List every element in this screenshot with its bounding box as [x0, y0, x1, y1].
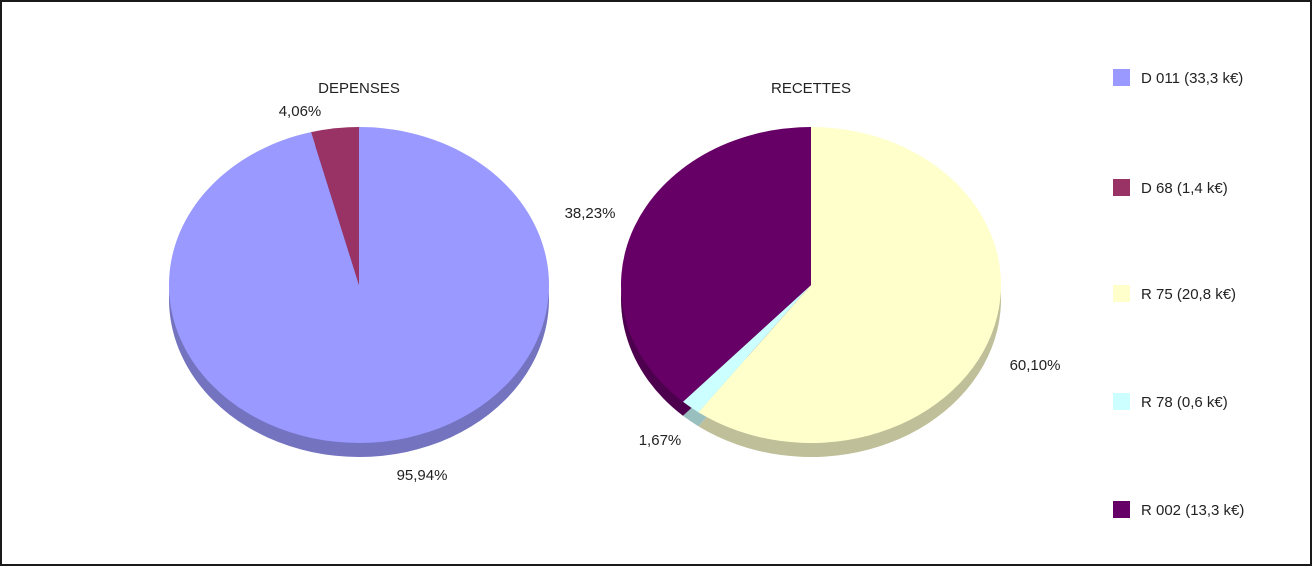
- legend: D 011 (33,3 k€) D 68 (1,4 k€) R 75 (20,8…: [1113, 69, 1244, 519]
- legend-label-d011: D 011 (33,3 k€): [1141, 70, 1243, 87]
- legend-label-r75: R 75 (20,8 k€): [1141, 286, 1236, 303]
- legend-swatch-r78: [1113, 393, 1130, 410]
- legend-swatch-d68: [1113, 179, 1130, 196]
- pie-slice-recettes-2: [621, 127, 811, 402]
- pct-label-d68: 4,06%: [279, 103, 322, 120]
- pie-layer: [169, 127, 1001, 457]
- pct-label-r75: 60,10%: [1010, 357, 1061, 374]
- pie-slice-recettes-0: [698, 127, 1001, 444]
- legend-label-r002: R 002 (13,3 k€): [1141, 502, 1244, 519]
- legend-label-r78: R 78 (0,6 k€): [1141, 394, 1228, 411]
- label-layer: DEPENSES RECETTES 95,94% 4,06% 60,10% 1,…: [279, 80, 1061, 484]
- pie-title-depenses: DEPENSES: [318, 80, 400, 97]
- legend-swatch-r75: [1113, 285, 1130, 302]
- legend-swatch-r002: [1113, 501, 1130, 518]
- pie-title-recettes: RECETTES: [771, 80, 851, 97]
- pct-label-r78: 1,67%: [639, 432, 682, 449]
- legend-label-d68: D 68 (1,4 k€): [1141, 180, 1228, 197]
- legend-swatch-d011: [1113, 69, 1130, 86]
- pie-slice-depenses-0: [169, 127, 550, 443]
- pie-slice-recettes-1: [682, 285, 811, 413]
- pct-label-d011: 95,94%: [397, 467, 448, 484]
- pct-label-r002: 38,23%: [565, 205, 616, 222]
- pie-slice-depenses-1: [311, 127, 359, 285]
